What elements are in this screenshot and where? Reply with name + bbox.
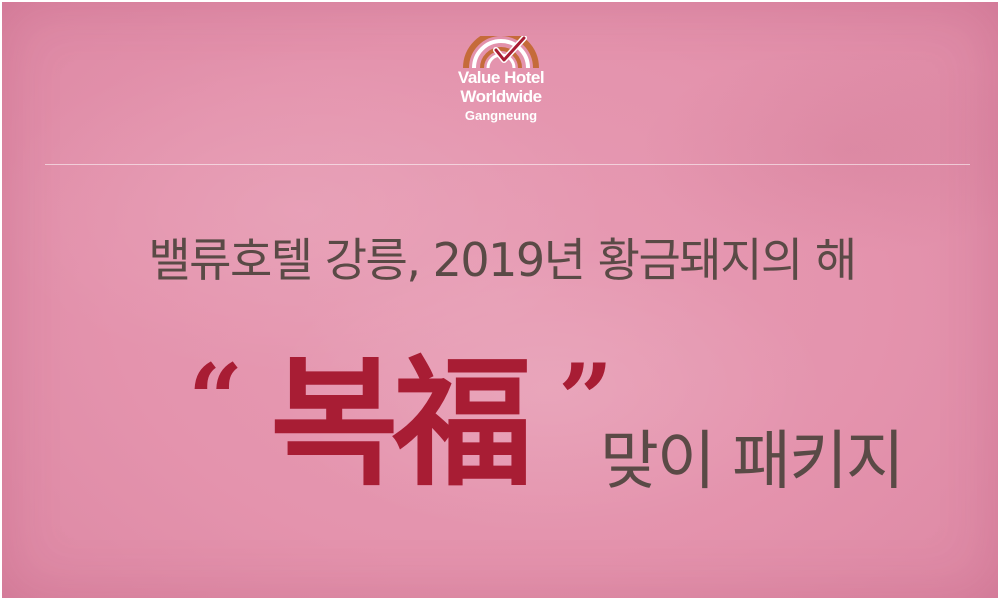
sunrise-check-icon xyxy=(463,36,539,68)
package-subtitle: 맞이 패키지 xyxy=(600,425,905,499)
package-main-word: 복福 xyxy=(270,342,533,506)
brand-city: Gangneung xyxy=(464,108,538,123)
brand-line-2: Worldwide xyxy=(460,87,542,106)
header-divider xyxy=(45,164,970,165)
brand-line-1: Value Hotel xyxy=(457,68,545,87)
close-quote: ” xyxy=(558,343,614,456)
headline: 밸류호텔 강릉, 2019년 황금돼지의 해 xyxy=(148,233,857,287)
open-quote: “ xyxy=(188,343,244,456)
hotel-logo: Value Hotel Worldwide Gangneung xyxy=(439,36,563,124)
